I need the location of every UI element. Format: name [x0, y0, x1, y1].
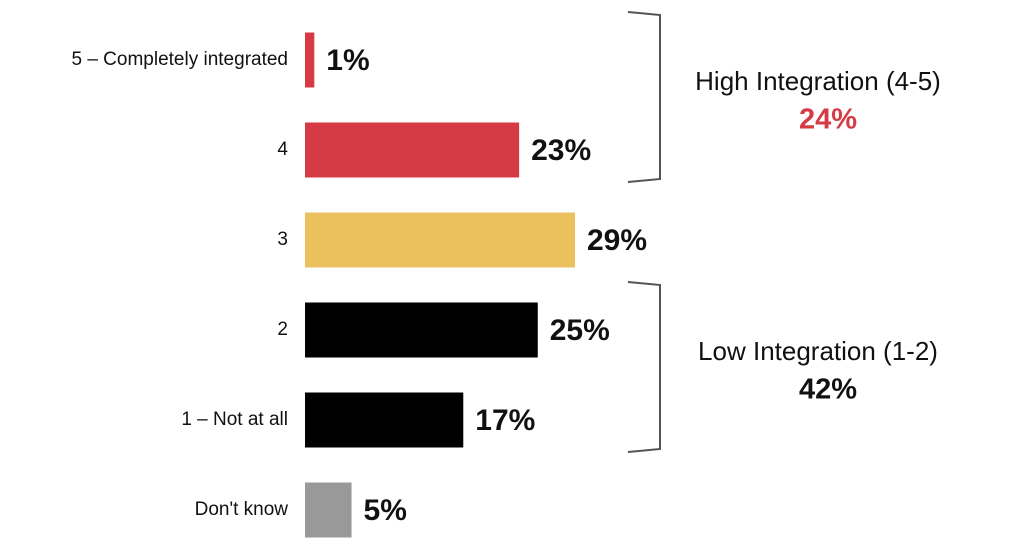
- value-label: 17%: [475, 404, 535, 437]
- bar: [305, 212, 575, 268]
- bar: [305, 32, 315, 88]
- group-label: High Integration (4-5): [695, 66, 941, 96]
- bar: [305, 392, 464, 448]
- category-label: 2: [277, 319, 288, 340]
- category-label: 3: [277, 229, 288, 250]
- category-label: 1 – Not at all: [181, 409, 288, 430]
- category-label: Don't know: [195, 499, 289, 520]
- value-label: 25%: [550, 314, 610, 347]
- group-label: Low Integration (1-2): [698, 336, 938, 366]
- category-label: 5 – Completely integrated: [71, 49, 288, 70]
- bracket: [627, 11, 661, 183]
- group-total: 24%: [799, 104, 857, 136]
- bar: [305, 482, 352, 538]
- bracket: [627, 281, 661, 453]
- category-label: 4: [277, 139, 288, 160]
- value-label: 1%: [326, 44, 369, 77]
- value-label: 23%: [531, 134, 591, 167]
- group-total: 42%: [799, 374, 857, 406]
- bar: [305, 302, 538, 358]
- value-label: 29%: [587, 224, 647, 257]
- value-label: 5%: [364, 494, 407, 527]
- bar: [305, 122, 520, 178]
